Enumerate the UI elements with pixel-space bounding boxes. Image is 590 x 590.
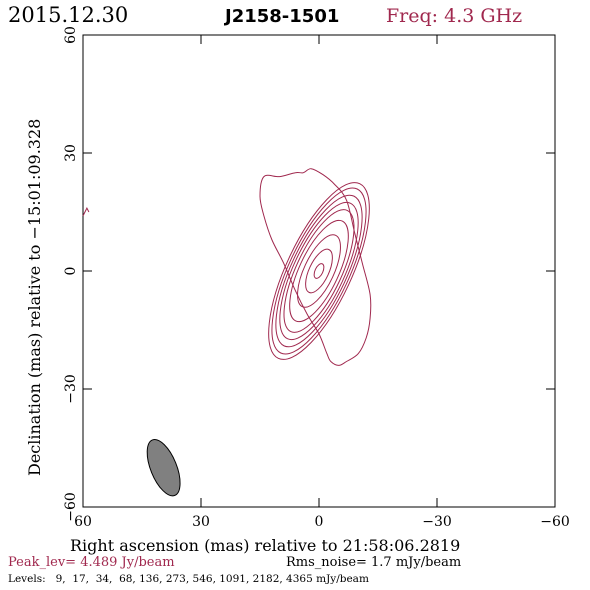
contour-level-17 [268,182,370,360]
contour-level-1091 [297,234,341,308]
contour-level-136 [279,201,359,341]
axis-ticks: 60 30 0 −30 −60 −60 −30 0 30 60 [63,26,570,530]
contour-group [82,168,372,366]
edge-contour [82,206,90,217]
observation-date: 2015.12.30 [8,3,128,27]
beam-ellipse [146,439,181,497]
x-tick-label: −30 [422,514,452,530]
contour-level-34 [271,187,367,355]
contour-level-2182 [305,248,333,294]
source-name: J2158-1501 [223,6,339,27]
contour-level-68 [275,194,363,348]
contour-level-546 [289,219,349,323]
x-axis-label: Right ascension (mas) relative to 21:58:… [70,536,460,555]
plot-frame [82,34,556,508]
y-tick-label: 0 [63,267,79,276]
x-tick-label: −60 [540,514,570,530]
y-tick-label: 30 [63,144,79,162]
rms-noise: Rms_noise= 1.7 mJy/beam [286,555,461,570]
x-tick-label: 30 [192,514,210,530]
contour-level-4365 [313,263,325,279]
x-tick-label: 60 [74,514,92,530]
x-tick-label: 0 [315,514,324,530]
contour-level-9 [259,168,372,366]
y-tick-label: 60 [63,26,79,44]
contour-levels: Levels: 9, 17, 34, 68, 136, 273, 546, 10… [8,573,369,585]
beam-group [146,439,181,497]
y-tick-label: −60 [63,492,79,522]
y-tick-label: −30 [63,374,79,404]
frequency-label: Freq: 4.3 GHz [386,5,522,27]
contour-level-273 [283,209,355,333]
peak-level: Peak_lev= 4.489 Jy/beam [8,555,175,570]
y-axis-label: Declination (mas) relative to −15:01:09.… [25,119,44,476]
